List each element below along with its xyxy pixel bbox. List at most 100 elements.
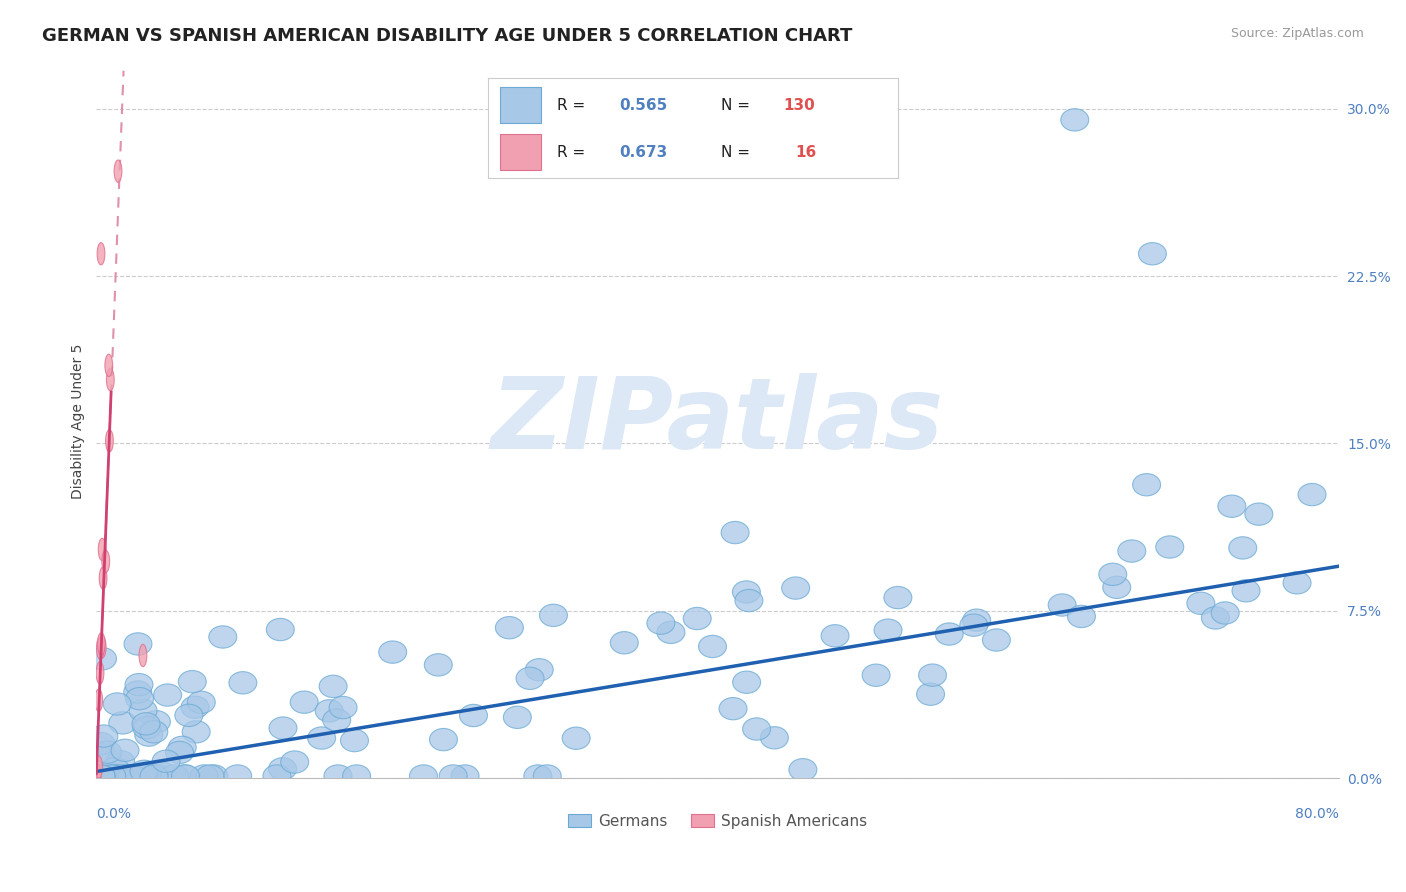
Ellipse shape <box>105 354 112 376</box>
Ellipse shape <box>1156 536 1184 558</box>
Ellipse shape <box>683 607 711 630</box>
Ellipse shape <box>721 522 749 544</box>
Legend: Germans, Spanish Americans: Germans, Spanish Americans <box>561 807 873 835</box>
Ellipse shape <box>89 648 117 670</box>
Ellipse shape <box>1218 495 1246 517</box>
Text: Source: ZipAtlas.com: Source: ZipAtlas.com <box>1230 27 1364 40</box>
Ellipse shape <box>97 243 105 265</box>
Ellipse shape <box>733 581 761 603</box>
Ellipse shape <box>495 616 523 639</box>
Ellipse shape <box>1201 607 1229 629</box>
Ellipse shape <box>117 764 145 787</box>
Ellipse shape <box>105 430 114 452</box>
Ellipse shape <box>718 698 747 720</box>
Ellipse shape <box>107 368 114 391</box>
Ellipse shape <box>1229 537 1257 559</box>
Ellipse shape <box>526 658 553 681</box>
Ellipse shape <box>875 619 903 641</box>
Ellipse shape <box>200 764 228 787</box>
Text: 0.0%: 0.0% <box>97 806 131 821</box>
Ellipse shape <box>181 696 209 718</box>
Ellipse shape <box>142 711 170 733</box>
Ellipse shape <box>183 721 209 743</box>
Ellipse shape <box>266 618 294 640</box>
Ellipse shape <box>647 612 675 634</box>
Ellipse shape <box>153 684 181 706</box>
Ellipse shape <box>94 756 103 778</box>
Ellipse shape <box>124 632 152 655</box>
Ellipse shape <box>190 764 218 787</box>
Ellipse shape <box>170 764 198 787</box>
Ellipse shape <box>135 724 163 747</box>
Ellipse shape <box>139 644 146 666</box>
Ellipse shape <box>195 764 224 787</box>
Ellipse shape <box>131 764 159 787</box>
Ellipse shape <box>118 764 146 787</box>
Ellipse shape <box>524 764 551 787</box>
Ellipse shape <box>139 721 167 743</box>
Ellipse shape <box>1139 243 1167 265</box>
Ellipse shape <box>107 764 135 787</box>
Ellipse shape <box>960 614 988 636</box>
Ellipse shape <box>1244 503 1272 525</box>
Ellipse shape <box>108 712 136 734</box>
Ellipse shape <box>132 716 160 739</box>
Ellipse shape <box>862 664 890 686</box>
Ellipse shape <box>103 764 131 787</box>
Ellipse shape <box>125 688 153 710</box>
Ellipse shape <box>378 641 406 664</box>
Text: GERMAN VS SPANISH AMERICAN DISABILITY AGE UNDER 5 CORRELATION CHART: GERMAN VS SPANISH AMERICAN DISABILITY AG… <box>42 27 852 45</box>
Ellipse shape <box>340 730 368 752</box>
Ellipse shape <box>169 736 197 758</box>
Ellipse shape <box>101 757 129 780</box>
Ellipse shape <box>149 762 176 784</box>
Ellipse shape <box>172 764 200 787</box>
Ellipse shape <box>782 577 810 599</box>
Ellipse shape <box>129 699 157 722</box>
Ellipse shape <box>269 717 297 739</box>
Ellipse shape <box>118 764 146 787</box>
Ellipse shape <box>821 624 849 647</box>
Ellipse shape <box>935 623 963 645</box>
Ellipse shape <box>963 609 991 632</box>
Ellipse shape <box>120 764 148 787</box>
Ellipse shape <box>1049 594 1076 616</box>
Ellipse shape <box>94 764 101 787</box>
Ellipse shape <box>657 621 685 643</box>
Text: 80.0%: 80.0% <box>1295 806 1339 821</box>
Ellipse shape <box>127 764 155 787</box>
Ellipse shape <box>107 750 135 772</box>
Ellipse shape <box>503 706 531 729</box>
Ellipse shape <box>329 697 357 719</box>
Ellipse shape <box>315 699 343 722</box>
Ellipse shape <box>308 727 336 749</box>
Ellipse shape <box>1187 592 1215 615</box>
Ellipse shape <box>224 764 252 787</box>
Ellipse shape <box>100 764 128 787</box>
Ellipse shape <box>610 632 638 654</box>
Ellipse shape <box>94 690 103 712</box>
Ellipse shape <box>789 758 817 780</box>
Ellipse shape <box>699 635 727 657</box>
Ellipse shape <box>160 764 188 787</box>
Ellipse shape <box>229 672 257 694</box>
Ellipse shape <box>323 709 350 731</box>
Ellipse shape <box>187 691 215 714</box>
Ellipse shape <box>1232 580 1260 602</box>
Ellipse shape <box>290 691 318 714</box>
Ellipse shape <box>136 764 165 787</box>
Ellipse shape <box>533 764 561 787</box>
Ellipse shape <box>460 705 488 727</box>
Ellipse shape <box>742 718 770 740</box>
Ellipse shape <box>118 764 146 787</box>
Ellipse shape <box>141 764 167 787</box>
Ellipse shape <box>166 741 194 764</box>
Ellipse shape <box>136 764 165 787</box>
Ellipse shape <box>131 760 157 782</box>
Ellipse shape <box>516 667 544 690</box>
Ellipse shape <box>114 160 122 182</box>
Ellipse shape <box>983 629 1011 651</box>
Ellipse shape <box>281 751 309 773</box>
Ellipse shape <box>735 590 763 612</box>
Ellipse shape <box>96 662 104 684</box>
